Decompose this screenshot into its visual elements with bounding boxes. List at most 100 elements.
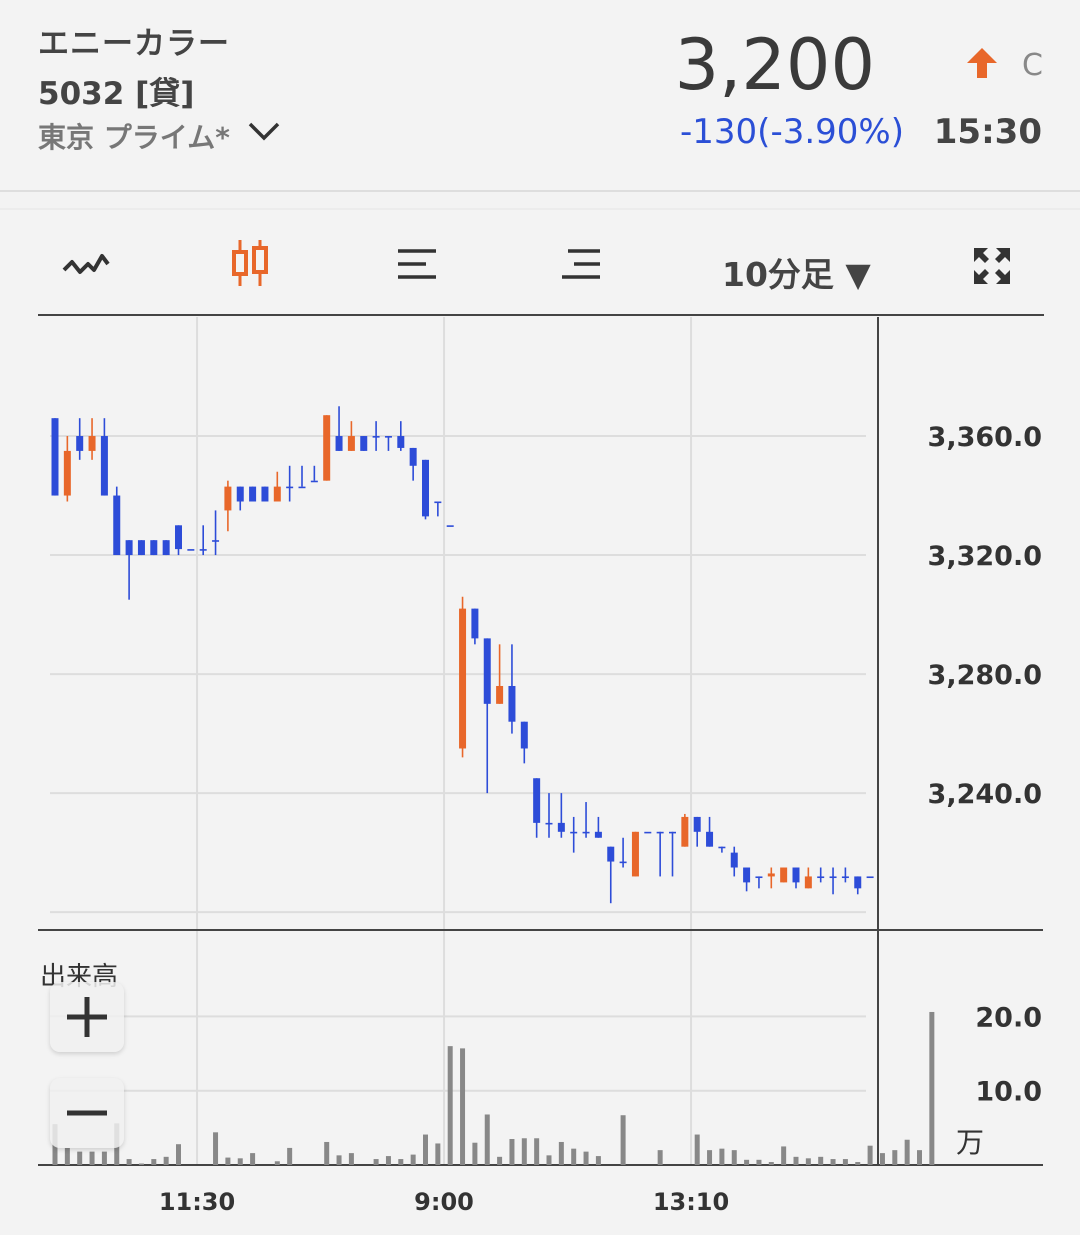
candle-body	[175, 525, 182, 550]
volume-bar	[398, 1159, 404, 1165]
chevron-down-icon[interactable]	[246, 118, 282, 146]
candle-body	[199, 549, 207, 551]
candle-body	[409, 447, 417, 466]
volume-bar	[64, 1147, 70, 1165]
line-chart-icon[interactable]	[62, 250, 110, 280]
y-tick-label: 3,280.0	[928, 660, 1042, 691]
candle-body	[496, 685, 504, 704]
volume-bar	[793, 1156, 799, 1165]
volume-bar	[805, 1158, 811, 1165]
candlestick-icon[interactable]	[230, 238, 270, 288]
candle-body	[730, 852, 738, 868]
volume-bar	[77, 1151, 83, 1165]
align-left-icon[interactable]	[396, 246, 438, 282]
volume-bar	[879, 1153, 885, 1165]
candle-body	[854, 876, 862, 889]
interval-selector[interactable]: 10分足 ▼	[722, 255, 871, 294]
volume-bar	[484, 1114, 490, 1165]
volume-bar	[707, 1150, 713, 1165]
volume-bar	[744, 1159, 750, 1165]
candle-body	[286, 486, 294, 489]
candle-body	[125, 540, 133, 556]
candle-body	[508, 685, 516, 722]
candle-body	[755, 876, 763, 879]
candle-body	[261, 486, 269, 502]
zoom-in-button[interactable]	[50, 982, 124, 1052]
candle-body	[360, 436, 368, 451]
candle-body	[829, 876, 837, 879]
candle-body	[792, 867, 800, 883]
candle-body	[249, 486, 257, 502]
candle-body	[422, 459, 429, 517]
price-change: -130(-3.90%)	[680, 112, 904, 152]
candle-body	[372, 436, 380, 438]
candle-body	[76, 436, 84, 451]
volume-bar	[151, 1159, 157, 1165]
candle-body	[212, 540, 220, 542]
volume-bar	[521, 1138, 527, 1165]
candle-body	[557, 822, 565, 832]
candle-body	[681, 816, 689, 847]
volume-bar	[163, 1156, 169, 1165]
volume-bar	[768, 1162, 774, 1165]
volume-bar	[336, 1155, 342, 1165]
candle-body	[310, 480, 318, 483]
volume-bar	[620, 1115, 626, 1165]
candle-body	[150, 540, 158, 556]
candle-body	[743, 867, 751, 883]
fullscreen-icon[interactable]	[972, 246, 1012, 286]
candle-body	[397, 436, 405, 448]
candle-body	[631, 831, 639, 877]
stock-header: エニーカラー 5032 [貸] 東京 プライム* 3,200 C -130(-3…	[0, 0, 1080, 192]
market-selector[interactable]: 東京 プライム*	[38, 121, 230, 154]
candle-body	[841, 876, 849, 879]
volume-bar	[447, 1046, 453, 1165]
candle-body	[236, 486, 244, 502]
volume-bar	[781, 1146, 787, 1165]
minus-icon	[67, 1110, 107, 1116]
volume-bar	[855, 1162, 861, 1165]
volume-unit: 万	[956, 1126, 984, 1159]
volume-bar	[423, 1134, 428, 1165]
candle-body	[693, 816, 701, 832]
candle-body	[780, 867, 788, 883]
volume-bar	[904, 1139, 910, 1165]
volume-bar	[176, 1144, 181, 1165]
volume-bar	[287, 1147, 293, 1165]
y-tick-label: 3,240.0	[928, 779, 1042, 810]
volume-bar	[385, 1156, 391, 1165]
candle-body	[669, 831, 676, 834]
volume-bar	[929, 1011, 935, 1165]
volume-bar	[509, 1139, 515, 1165]
candle-body	[804, 876, 812, 889]
candle-body	[644, 831, 652, 834]
volume-bar	[435, 1143, 441, 1165]
candle-body	[347, 436, 355, 451]
candle-body	[866, 876, 874, 879]
x-tick-label: 13:10	[653, 1188, 729, 1216]
candle-body	[607, 846, 615, 862]
volume-bar	[225, 1157, 231, 1165]
zoom-out-button[interactable]	[50, 1078, 124, 1148]
plus-icon	[67, 997, 107, 1037]
candle-body	[594, 831, 602, 838]
align-right-icon[interactable]	[560, 246, 602, 282]
candle-body	[187, 549, 195, 551]
candle-body	[137, 540, 145, 556]
volume-bar	[583, 1151, 589, 1165]
candle-body	[706, 831, 714, 847]
volume-bar	[101, 1151, 107, 1165]
candle-body	[434, 501, 442, 504]
volume-bar	[842, 1159, 848, 1165]
volume-bar	[818, 1156, 824, 1165]
candle-body	[582, 831, 590, 834]
update-time: 15:30	[933, 112, 1042, 152]
candle-body	[113, 495, 121, 556]
candle-body	[483, 638, 491, 704]
x-tick-label: 9:00	[414, 1188, 474, 1216]
y-tick-label: 3,320.0	[928, 541, 1042, 572]
candle-body	[718, 846, 726, 849]
candle-body	[273, 486, 281, 502]
candle-body	[446, 525, 454, 527]
